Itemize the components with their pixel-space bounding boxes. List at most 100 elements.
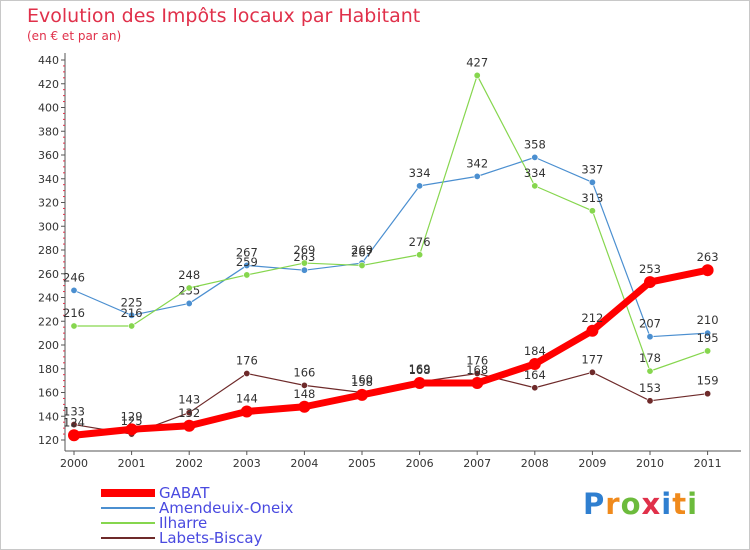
y-tick-label: 420 [38, 78, 59, 91]
data-label: 159 [697, 374, 719, 388]
logo-letter: t [672, 487, 688, 521]
data-label: 334 [524, 166, 546, 180]
data-label: 342 [466, 156, 488, 170]
data-point [471, 377, 484, 389]
data-point [358, 261, 366, 269]
data-point [356, 388, 368, 401]
legend-swatch [101, 521, 155, 524]
y-tick-label: 140 [38, 410, 59, 423]
data-point [300, 266, 308, 274]
data-label: 337 [581, 162, 603, 176]
data-label: 125 [121, 414, 143, 428]
data-label: 168 [409, 363, 431, 377]
legend-swatch [101, 536, 155, 539]
legend-item: Amendeuix-Oneix [101, 499, 293, 517]
series-line [73, 156, 709, 338]
data-point [701, 264, 714, 277]
data-point [644, 276, 656, 289]
data-label: 176 [466, 354, 488, 368]
y-tick-label: 440 [38, 54, 59, 67]
y-tick-label: 200 [38, 339, 59, 352]
y-tick-label: 260 [38, 268, 59, 281]
data-label: 166 [293, 365, 315, 379]
x-tick-label: 2004 [290, 457, 318, 470]
series-line [70, 266, 712, 439]
data-label: 259 [236, 255, 258, 269]
data-label: 129 [121, 409, 143, 423]
logo-letter: r [605, 487, 621, 521]
proxiti-logo: Proxiti [583, 487, 698, 521]
data-point [70, 286, 78, 294]
x-tick-label: 2001 [118, 457, 146, 470]
data-label: 158 [351, 375, 373, 389]
data-label: 153 [639, 381, 661, 395]
data-label: 178 [639, 351, 661, 365]
legend-item: GABAT [101, 483, 293, 502]
x-tick-label: 2003 [233, 457, 261, 470]
x-tick-label: 2008 [521, 457, 549, 470]
data-point [413, 377, 426, 389]
data-label: 267 [351, 245, 373, 259]
legend-label: GABAT [159, 483, 210, 502]
data-label: 246 [63, 270, 85, 284]
data-point [298, 400, 311, 413]
data-label: 225 [121, 295, 143, 309]
data-label: 269 [293, 243, 315, 257]
data-label: 184 [524, 344, 546, 358]
data-point [646, 333, 654, 341]
data-label: 216 [63, 306, 85, 320]
logo-letter: x [641, 487, 662, 521]
data-point [185, 299, 193, 307]
data-point [646, 367, 654, 375]
data-label: 248 [178, 268, 200, 282]
data-point [531, 384, 539, 392]
x-tick-label: 2006 [406, 457, 434, 470]
data-point [70, 322, 78, 330]
x-tick-label: 2000 [60, 457, 88, 470]
data-point [70, 421, 78, 429]
logo-letter: o [620, 487, 642, 521]
y-tick-label: 360 [38, 149, 59, 162]
data-point [243, 369, 251, 377]
data-point [531, 153, 539, 161]
data-point [588, 178, 596, 186]
data-label: 207 [639, 317, 661, 331]
data-label: 124 [63, 415, 85, 429]
chart-title: Evolution des Impôts locaux par Habitant [27, 5, 421, 27]
data-point [300, 381, 308, 389]
y-tick-label: 240 [38, 292, 59, 305]
data-label: 133 [63, 405, 85, 419]
y-tick-label: 280 [38, 244, 59, 257]
data-point [646, 397, 654, 405]
data-label: 276 [409, 235, 431, 249]
data-point [128, 322, 136, 330]
data-point [473, 71, 481, 79]
x-tick-label: 2009 [578, 457, 606, 470]
data-label: 169 [409, 362, 431, 376]
logo-letter: i [661, 487, 673, 521]
legend-label: Labets-Biscay [159, 528, 263, 547]
data-label: 212 [581, 311, 603, 325]
data-point [185, 284, 193, 292]
data-point [128, 311, 136, 319]
x-tick-label: 2007 [463, 457, 491, 470]
data-label: 263 [697, 250, 719, 264]
y-tick-label: 300 [38, 220, 59, 233]
data-point [125, 423, 138, 436]
series-labets-biscay: 133 125 143 176 166 160 169 176 164 177 153 159 [63, 352, 719, 438]
y-tick-label: 160 [38, 387, 59, 400]
x-tick-label: 2002 [175, 457, 203, 470]
data-point [704, 347, 712, 355]
data-point [240, 405, 253, 418]
data-point [588, 207, 596, 215]
data-label: 168 [466, 363, 488, 377]
data-label: 263 [293, 250, 315, 264]
data-point [243, 271, 251, 279]
data-label: 144 [236, 392, 258, 406]
logo-letter: P [583, 487, 606, 521]
data-label: 210 [697, 313, 719, 327]
series-line [73, 74, 709, 372]
data-point [588, 368, 596, 376]
